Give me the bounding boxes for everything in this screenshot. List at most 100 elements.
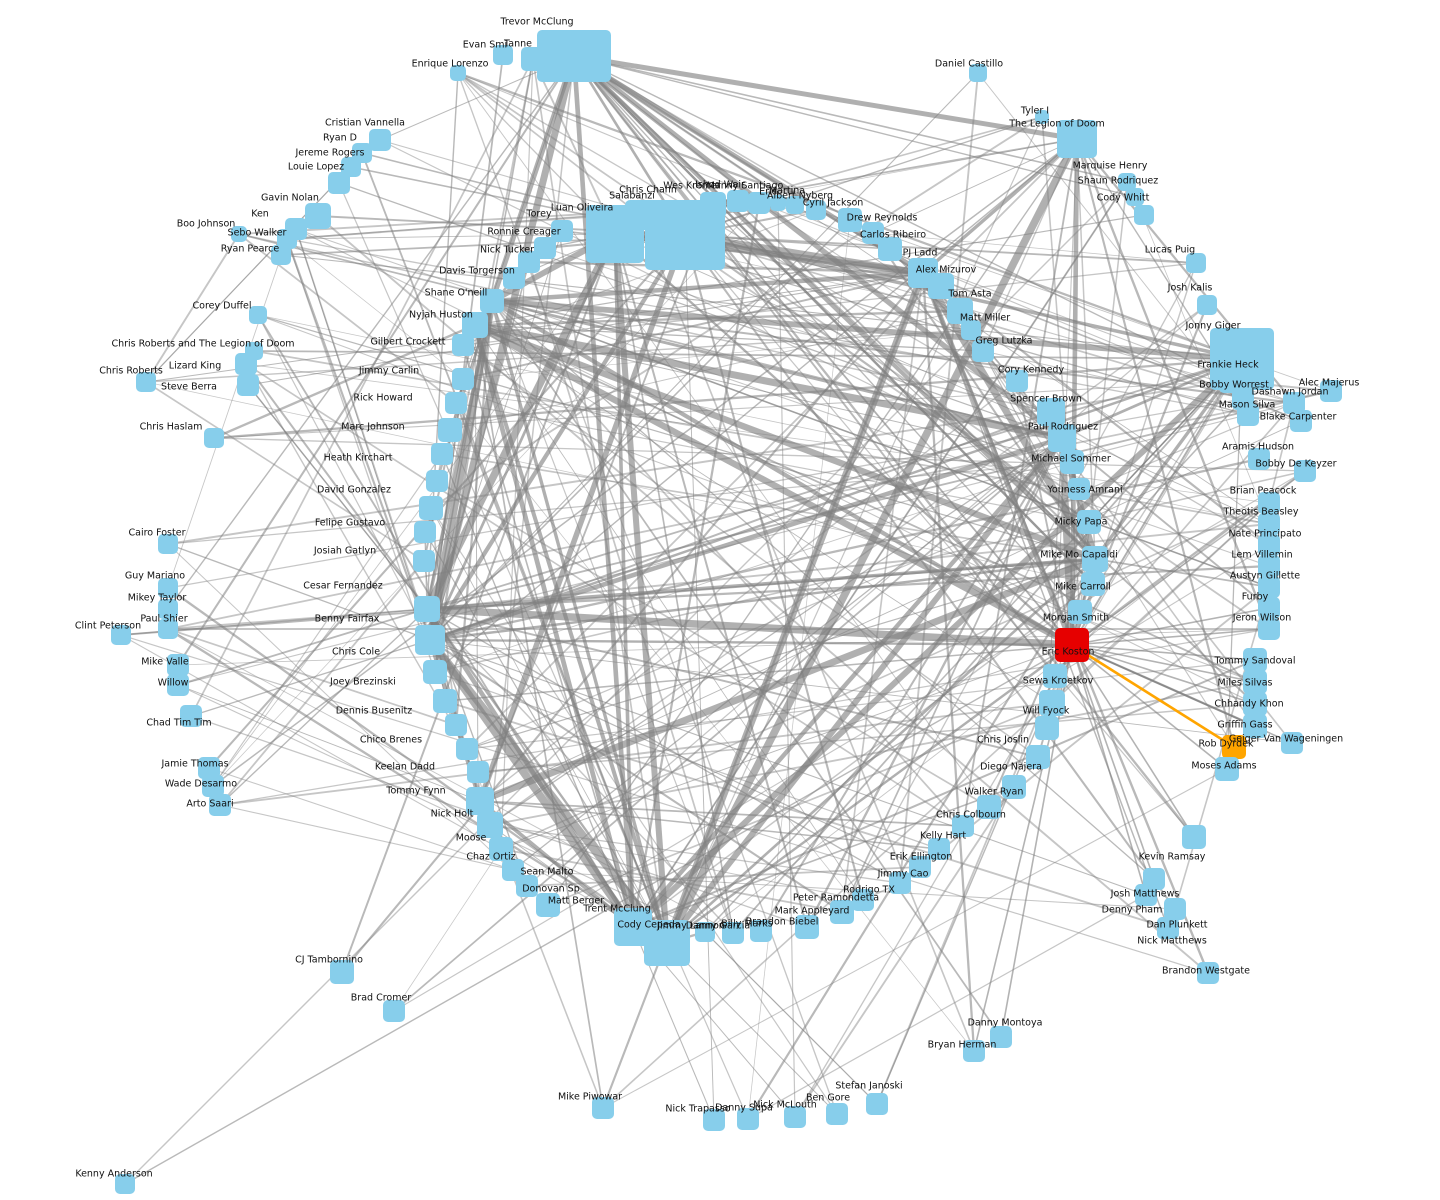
graph-node[interactable] [1182, 825, 1206, 849]
graph-node[interactable] [1243, 714, 1267, 738]
graph-node[interactable] [438, 418, 462, 442]
graph-node[interactable] [1258, 513, 1280, 535]
graph-node[interactable] [750, 920, 772, 942]
graph-node[interactable] [928, 838, 950, 860]
graph-node[interactable] [158, 599, 178, 619]
graph-node[interactable] [536, 893, 560, 917]
graph-node[interactable] [990, 1026, 1012, 1048]
graph-node[interactable] [963, 1040, 985, 1062]
graph-node[interactable] [180, 705, 202, 727]
graph-node[interactable] [1243, 670, 1267, 694]
graph-node[interactable] [431, 443, 453, 465]
graph-node[interactable] [369, 129, 391, 151]
graph-node[interactable] [249, 306, 267, 324]
graph-node[interactable] [167, 674, 189, 696]
graph-node[interactable] [806, 200, 826, 220]
graph-node[interactable] [1081, 572, 1105, 596]
graph-node[interactable] [111, 625, 131, 645]
graph-node[interactable] [489, 837, 513, 861]
graph-node[interactable] [503, 267, 525, 289]
graph-node[interactable] [784, 1106, 806, 1128]
graph-node[interactable] [328, 172, 350, 194]
graph-node[interactable] [1055, 628, 1089, 662]
graph-node[interactable] [1002, 775, 1026, 799]
graph-node[interactable] [452, 334, 474, 356]
graph-node[interactable] [770, 195, 786, 211]
graph-node[interactable] [1320, 380, 1342, 402]
graph-node[interactable] [1243, 692, 1267, 716]
graph-node[interactable] [467, 761, 489, 783]
graph-node[interactable] [889, 872, 911, 894]
graph-node[interactable] [1157, 917, 1179, 939]
graph-node[interactable] [969, 64, 987, 82]
graph-node[interactable] [1258, 555, 1280, 577]
graph-node[interactable] [493, 45, 513, 65]
graph-node[interactable] [204, 428, 224, 448]
graph-node[interactable] [426, 470, 448, 492]
graph-node[interactable] [748, 192, 770, 214]
graph-node[interactable] [452, 368, 474, 390]
graph-node[interactable] [830, 900, 854, 924]
graph-node[interactable] [450, 65, 466, 81]
graph-node[interactable] [456, 738, 478, 760]
graph-node[interactable] [445, 714, 467, 736]
graph-node[interactable] [795, 915, 819, 939]
graph-node[interactable] [1243, 648, 1267, 672]
graph-node[interactable] [423, 660, 447, 684]
graph-node[interactable] [521, 47, 545, 71]
graph-node[interactable] [413, 550, 435, 572]
graph-node[interactable] [592, 1097, 614, 1119]
graph-node[interactable] [414, 521, 436, 543]
graph-node[interactable] [516, 875, 538, 897]
graph-node[interactable] [722, 922, 744, 944]
graph-node[interactable] [235, 353, 257, 375]
graph-node[interactable] [1290, 410, 1312, 432]
graph-node[interactable] [878, 237, 902, 261]
graph-node[interactable] [1237, 404, 1259, 426]
graph-node[interactable] [586, 205, 644, 263]
graph-node[interactable] [198, 757, 220, 779]
graph-node[interactable] [551, 220, 573, 242]
graph-node[interactable] [928, 273, 954, 299]
graph-node[interactable] [826, 1103, 848, 1125]
graph-node[interactable] [961, 320, 981, 340]
graph-node[interactable] [1035, 716, 1059, 740]
graph-node[interactable] [462, 312, 488, 338]
graph-node[interactable] [414, 596, 440, 622]
graph-node[interactable] [1060, 450, 1084, 474]
graph-node[interactable] [838, 208, 862, 232]
graph-node[interactable] [644, 920, 690, 966]
graph-node[interactable] [445, 392, 467, 414]
graph-node[interactable] [480, 289, 504, 313]
graph-node[interactable] [1164, 898, 1186, 920]
graph-node[interactable] [700, 192, 726, 218]
graph-node[interactable] [237, 374, 259, 396]
graph-node[interactable] [537, 30, 611, 82]
graph-node[interactable] [1248, 448, 1270, 470]
graph-node[interactable] [1035, 110, 1049, 124]
graph-node[interactable] [977, 795, 1001, 819]
graph-node[interactable] [1068, 600, 1092, 624]
graph-node[interactable] [1197, 962, 1219, 984]
graph-node[interactable] [1006, 370, 1028, 392]
graph-node[interactable] [1186, 253, 1206, 273]
graph-node[interactable] [1057, 120, 1097, 158]
graph-node[interactable] [972, 340, 994, 362]
graph-node[interactable] [1126, 188, 1144, 206]
graph-node[interactable] [1215, 757, 1239, 781]
graph-node[interactable] [1294, 460, 1316, 482]
graph-node[interactable] [852, 889, 874, 911]
graph-node[interactable] [703, 1109, 725, 1131]
graph-node[interactable] [158, 578, 178, 598]
graph-node[interactable] [1135, 884, 1157, 906]
graph-node[interactable] [866, 1093, 888, 1115]
graph-node[interactable] [737, 1108, 759, 1130]
graph-node[interactable] [383, 1000, 405, 1022]
graph-node[interactable] [1258, 492, 1280, 514]
graph-node[interactable] [158, 534, 178, 554]
graph-node[interactable] [305, 203, 331, 229]
graph-node[interactable] [727, 190, 749, 212]
graph-node[interactable] [1258, 597, 1280, 619]
graph-node[interactable] [1048, 424, 1076, 452]
